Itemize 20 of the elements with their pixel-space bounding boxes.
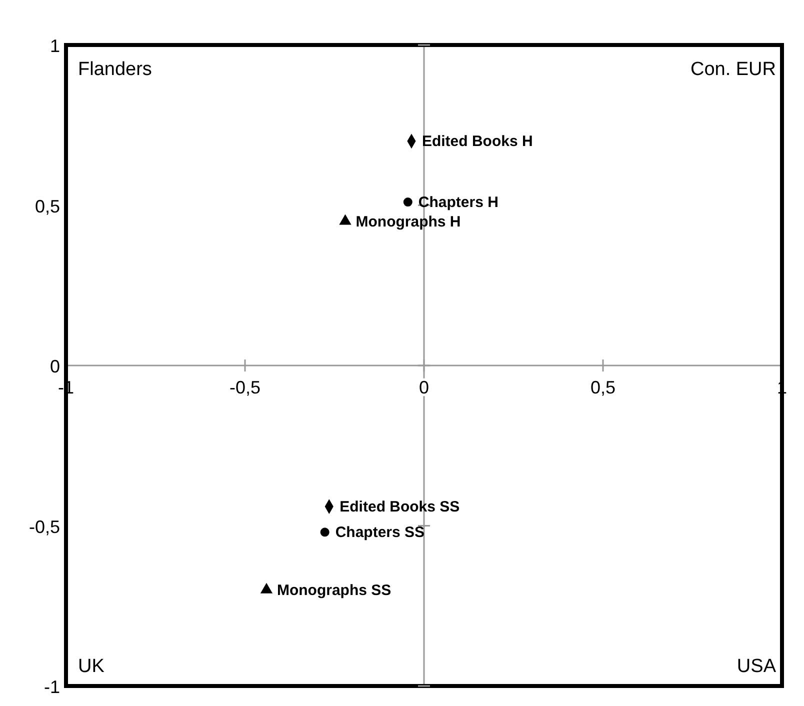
point — [320, 528, 330, 537]
series-label: Edited Books H — [422, 133, 533, 150]
series-label: Monographs SS — [276, 582, 392, 599]
annotation: UK — [78, 656, 105, 677]
x-tick-label: -0,5 — [229, 378, 261, 398]
point — [403, 198, 412, 207]
series-label: Chapters H — [418, 194, 498, 212]
annotation: Flanders — [78, 59, 152, 80]
series-label: Monographs H — [356, 213, 461, 230]
x-tick-label: 0,5 — [590, 378, 616, 398]
x-tick-label: 0 — [418, 378, 430, 398]
annotation: Con. EUR — [690, 59, 776, 80]
series-label: Chapters SS — [335, 524, 425, 542]
y-tick-label: 0 — [50, 356, 60, 376]
y-tick-label: -0,5 — [28, 516, 60, 537]
y-tick-label: 0,5 — [34, 196, 60, 216]
y-tick-label: -1 — [44, 677, 60, 697]
y-tick-label: 1 — [50, 36, 60, 56]
series-label: Edited Books SS — [340, 498, 460, 516]
annotation: USA — [736, 656, 776, 677]
